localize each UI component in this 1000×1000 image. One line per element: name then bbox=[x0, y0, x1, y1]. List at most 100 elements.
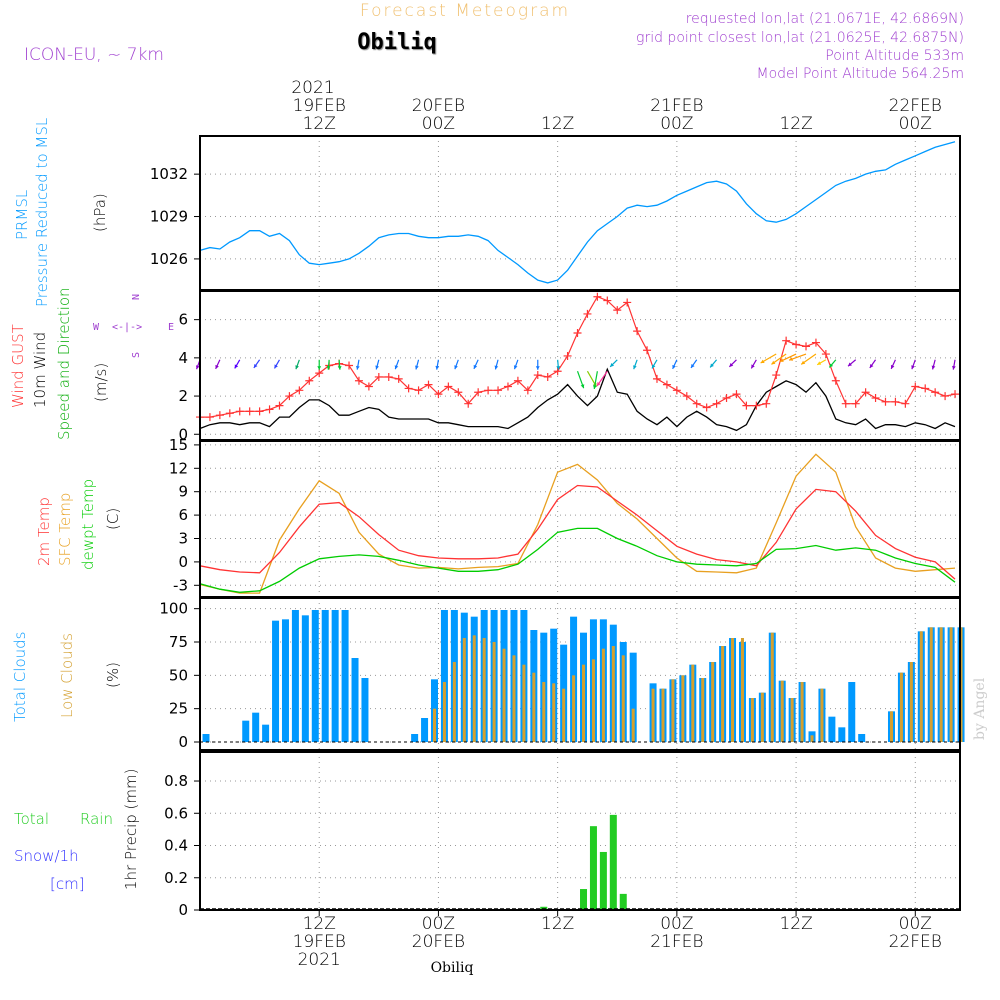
gust-marker bbox=[802, 342, 811, 351]
total-cloud-bar bbox=[262, 724, 270, 742]
y-tick-label: 6 bbox=[178, 506, 188, 524]
location-title: Obiliq bbox=[357, 30, 436, 55]
low-cloud-bar bbox=[651, 688, 655, 742]
wind-arrow-head bbox=[610, 363, 615, 367]
pressure-label-2: Pressure Reduced to MSL bbox=[33, 118, 51, 307]
top-time-label: 00Z bbox=[660, 114, 693, 134]
bottom-time-label: 20FEB bbox=[412, 932, 465, 952]
gust-marker bbox=[901, 399, 910, 408]
gust-marker bbox=[424, 380, 433, 389]
y-tick-label: 0.4 bbox=[164, 837, 188, 855]
top-time-label: 22FEB bbox=[889, 96, 942, 116]
gust-marker bbox=[633, 327, 642, 336]
total-cloud-bar bbox=[411, 734, 419, 742]
total-cloud-bar bbox=[242, 720, 250, 742]
gust-marker bbox=[245, 407, 254, 416]
low-cloud-bar bbox=[750, 698, 754, 742]
gust-marker bbox=[911, 382, 920, 391]
bottom-time-label: 21FEB bbox=[650, 932, 703, 952]
pressure-line bbox=[199, 141, 956, 284]
gust-marker bbox=[672, 386, 681, 395]
y-tick-label: 0 bbox=[178, 425, 188, 443]
cloud-label-1: Total Clouds bbox=[11, 632, 29, 722]
low-cloud-bar bbox=[810, 735, 814, 742]
y-tick-label: 1029 bbox=[150, 208, 188, 226]
temp-label-3: dewpt Temp bbox=[79, 479, 97, 570]
bottom-time-label: 19FEB bbox=[293, 932, 346, 952]
gust-marker bbox=[742, 401, 751, 410]
precip-legend-snow: Snow/1h bbox=[14, 847, 79, 865]
low-cloud-bar bbox=[591, 659, 595, 742]
y-tick-label: 0.8 bbox=[164, 772, 188, 790]
gust-marker bbox=[295, 386, 304, 395]
compass-w: W bbox=[93, 322, 100, 333]
low-cloud-bar bbox=[780, 680, 784, 742]
wind-arrow-head bbox=[592, 385, 597, 389]
wind-arrow-head bbox=[848, 362, 852, 367]
low-cloud-bar bbox=[432, 708, 436, 742]
low-cloud-bar bbox=[790, 698, 794, 742]
panel-frame bbox=[199, 290, 961, 441]
low-cloud-bar bbox=[800, 682, 804, 742]
y-tick-label: 25 bbox=[169, 700, 188, 718]
rain-bar bbox=[589, 826, 597, 910]
wind-arrow-head bbox=[274, 364, 278, 369]
bottom-time-label: 2021 bbox=[298, 950, 341, 970]
y-tick-label: 100 bbox=[159, 600, 188, 618]
precip-legend-rain: Rain bbox=[80, 810, 113, 828]
compass-s: S bbox=[131, 352, 142, 358]
bottom-time-label: 12Z bbox=[303, 914, 336, 934]
low-cloud-bar bbox=[542, 682, 546, 742]
precip-legend-total: Total bbox=[14, 810, 49, 828]
gust-marker bbox=[821, 350, 830, 359]
wind-labels: Wind GUST 10m Wind Speed and Direction (… bbox=[9, 287, 174, 440]
gust-marker bbox=[722, 393, 731, 402]
low-cloud-bar bbox=[691, 664, 695, 742]
wind-gust-line bbox=[200, 295, 956, 418]
low-cloud-bar bbox=[582, 664, 586, 742]
total-cloud-bar bbox=[311, 610, 319, 742]
wind-arrow-head bbox=[596, 382, 601, 386]
wind-speed-line bbox=[199, 367, 956, 432]
y-tick-label: 0 bbox=[178, 553, 188, 571]
wind-arrow-head bbox=[375, 365, 379, 370]
dewpoint-line bbox=[199, 527, 956, 593]
low-cloud-bar bbox=[760, 692, 764, 742]
wind-arrow-head bbox=[253, 363, 258, 368]
gust-marker bbox=[553, 367, 562, 376]
wind-arrow-head bbox=[952, 365, 956, 370]
sfc-temp-line bbox=[199, 453, 956, 594]
gust-marker bbox=[941, 392, 950, 401]
low-cloud-bar bbox=[492, 642, 496, 742]
top-time-label: 12Z bbox=[303, 114, 336, 134]
gust-marker bbox=[354, 376, 363, 385]
y-tick-label: 50 bbox=[169, 666, 188, 684]
wind-arrow-head bbox=[415, 365, 419, 370]
gridpoint-coords: grid point closest lon,lat (21.0625E, 42… bbox=[636, 30, 964, 46]
gust-marker bbox=[841, 399, 850, 408]
wind-arrow-head bbox=[473, 364, 478, 369]
low-cloud-bar bbox=[552, 683, 556, 742]
y-tick-label: 12 bbox=[169, 459, 188, 477]
wind-label-1: Wind GUST bbox=[9, 324, 27, 408]
wind-arrow-head bbox=[513, 365, 518, 370]
y-tick-label: 9 bbox=[178, 483, 188, 501]
top-time-label: 19FEB bbox=[293, 96, 346, 116]
low-cloud-bar bbox=[731, 638, 735, 742]
gust-marker bbox=[285, 392, 294, 401]
cloud-label-2: Low Clouds bbox=[58, 633, 76, 718]
gust-marker bbox=[583, 309, 592, 318]
gust-marker bbox=[345, 361, 354, 370]
top-time-label: 00Z bbox=[899, 114, 932, 134]
rain-bar bbox=[609, 814, 617, 910]
gust-marker bbox=[474, 388, 483, 397]
wind-arrow-head bbox=[890, 364, 895, 369]
wind-arrow-head bbox=[817, 361, 822, 365]
total-cloud-bar bbox=[858, 734, 866, 742]
y-tick-label: 0 bbox=[178, 733, 188, 751]
gust-marker bbox=[464, 399, 473, 408]
top-time-label: 12Z bbox=[779, 114, 812, 134]
gust-marker bbox=[752, 401, 761, 410]
low-cloud-bar bbox=[442, 682, 446, 742]
wind-arrow-head bbox=[829, 363, 834, 368]
